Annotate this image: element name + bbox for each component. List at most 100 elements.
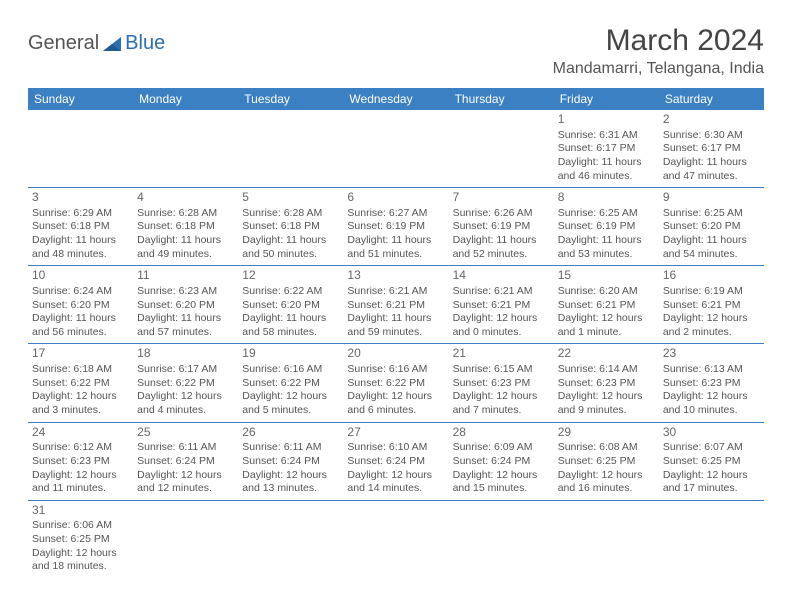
day-cell: 16Sunrise: 6:19 AMSunset: 6:21 PMDayligh… [659,266,764,343]
daylight-line: Daylight: 11 hours and 47 minutes. [663,156,760,183]
week-row: 3Sunrise: 6:29 AMSunset: 6:18 PMDaylight… [28,188,764,266]
daylight-line: Daylight: 11 hours and 49 minutes. [137,234,234,261]
day-number: 10 [32,268,129,284]
day-number: 11 [137,268,234,284]
daylight-line: Daylight: 11 hours and 59 minutes. [347,312,444,339]
day-cell: 11Sunrise: 6:23 AMSunset: 6:20 PMDayligh… [133,266,238,343]
day-number: 8 [558,190,655,206]
sunrise-line: Sunrise: 6:31 AM [558,129,655,143]
day-cell: 18Sunrise: 6:17 AMSunset: 6:22 PMDayligh… [133,344,238,421]
daylight-line: Daylight: 12 hours and 10 minutes. [663,390,760,417]
daylight-line: Daylight: 12 hours and 7 minutes. [453,390,550,417]
day-cell: 10Sunrise: 6:24 AMSunset: 6:20 PMDayligh… [28,266,133,343]
day-number: 29 [558,425,655,441]
day-number: 2 [663,112,760,128]
day-cell [554,501,659,578]
sunset-line: Sunset: 6:21 PM [347,299,444,313]
daylight-line: Daylight: 12 hours and 2 minutes. [663,312,760,339]
day-cell: 31Sunrise: 6:06 AMSunset: 6:25 PMDayligh… [28,501,133,578]
sunset-line: Sunset: 6:24 PM [453,455,550,469]
day-header: Tuesday [238,88,343,110]
daylight-line: Daylight: 11 hours and 56 minutes. [32,312,129,339]
sunrise-line: Sunrise: 6:27 AM [347,207,444,221]
day-number: 12 [242,268,339,284]
daylight-line: Daylight: 12 hours and 4 minutes. [137,390,234,417]
daylight-line: Daylight: 12 hours and 17 minutes. [663,469,760,496]
sunset-line: Sunset: 6:22 PM [347,377,444,391]
daylight-line: Daylight: 11 hours and 50 minutes. [242,234,339,261]
daylight-line: Daylight: 12 hours and 14 minutes. [347,469,444,496]
sunset-line: Sunset: 6:20 PM [242,299,339,313]
daylight-line: Daylight: 12 hours and 9 minutes. [558,390,655,417]
week-row: 31Sunrise: 6:06 AMSunset: 6:25 PMDayligh… [28,501,764,578]
sunset-line: Sunset: 6:25 PM [32,533,129,547]
day-number: 28 [453,425,550,441]
title-block: March 2024 Mandamarri, Telangana, India [553,24,764,78]
sunrise-line: Sunrise: 6:25 AM [558,207,655,221]
day-number: 1 [558,112,655,128]
day-cell: 17Sunrise: 6:18 AMSunset: 6:22 PMDayligh… [28,344,133,421]
sunrise-line: Sunrise: 6:15 AM [453,363,550,377]
daylight-line: Daylight: 12 hours and 1 minute. [558,312,655,339]
day-number: 26 [242,425,339,441]
sunrise-line: Sunrise: 6:28 AM [242,207,339,221]
day-cell: 7Sunrise: 6:26 AMSunset: 6:19 PMDaylight… [449,188,554,265]
sunset-line: Sunset: 6:17 PM [663,142,760,156]
day-number: 25 [137,425,234,441]
sunset-line: Sunset: 6:23 PM [32,455,129,469]
day-cell: 4Sunrise: 6:28 AMSunset: 6:18 PMDaylight… [133,188,238,265]
day-number: 3 [32,190,129,206]
day-cell: 22Sunrise: 6:14 AMSunset: 6:23 PMDayligh… [554,344,659,421]
sunrise-line: Sunrise: 6:11 AM [242,441,339,455]
day-cell: 25Sunrise: 6:11 AMSunset: 6:24 PMDayligh… [133,423,238,500]
day-cell: 9Sunrise: 6:25 AMSunset: 6:20 PMDaylight… [659,188,764,265]
day-header: Sunday [28,88,133,110]
day-header: Thursday [449,88,554,110]
day-number: 16 [663,268,760,284]
month-title: March 2024 [553,24,764,58]
sunset-line: Sunset: 6:21 PM [453,299,550,313]
sunrise-line: Sunrise: 6:24 AM [32,285,129,299]
sunrise-line: Sunrise: 6:23 AM [137,285,234,299]
sunset-line: Sunset: 6:22 PM [242,377,339,391]
daylight-line: Daylight: 12 hours and 12 minutes. [137,469,234,496]
day-cell: 5Sunrise: 6:28 AMSunset: 6:18 PMDaylight… [238,188,343,265]
sunrise-line: Sunrise: 6:26 AM [453,207,550,221]
sunset-line: Sunset: 6:19 PM [453,220,550,234]
logo-text-general: General [28,32,99,55]
day-number: 18 [137,346,234,362]
day-cell: 8Sunrise: 6:25 AMSunset: 6:19 PMDaylight… [554,188,659,265]
daylight-line: Daylight: 12 hours and 13 minutes. [242,469,339,496]
sunrise-line: Sunrise: 6:16 AM [347,363,444,377]
day-number: 5 [242,190,339,206]
day-cell: 15Sunrise: 6:20 AMSunset: 6:21 PMDayligh… [554,266,659,343]
day-number: 13 [347,268,444,284]
day-header-row: SundayMondayTuesdayWednesdayThursdayFrid… [28,88,764,110]
daylight-line: Daylight: 11 hours and 54 minutes. [663,234,760,261]
daylight-line: Daylight: 12 hours and 16 minutes. [558,469,655,496]
day-cell [343,501,448,578]
sunset-line: Sunset: 6:23 PM [558,377,655,391]
daylight-line: Daylight: 12 hours and 5 minutes. [242,390,339,417]
day-number: 19 [242,346,339,362]
daylight-line: Daylight: 12 hours and 18 minutes. [32,547,129,574]
calendar: SundayMondayTuesdayWednesdayThursdayFrid… [28,88,764,578]
sunset-line: Sunset: 6:24 PM [347,455,444,469]
sunset-line: Sunset: 6:18 PM [32,220,129,234]
sunset-line: Sunset: 6:19 PM [558,220,655,234]
sunset-line: Sunset: 6:22 PM [137,377,234,391]
daylight-line: Daylight: 12 hours and 3 minutes. [32,390,129,417]
sunrise-line: Sunrise: 6:22 AM [242,285,339,299]
day-cell: 27Sunrise: 6:10 AMSunset: 6:24 PMDayligh… [343,423,448,500]
daylight-line: Daylight: 12 hours and 0 minutes. [453,312,550,339]
day-cell: 1Sunrise: 6:31 AMSunset: 6:17 PMDaylight… [554,110,659,187]
day-cell: 26Sunrise: 6:11 AMSunset: 6:24 PMDayligh… [238,423,343,500]
sunset-line: Sunset: 6:21 PM [663,299,760,313]
daylight-line: Daylight: 11 hours and 53 minutes. [558,234,655,261]
sunrise-line: Sunrise: 6:08 AM [558,441,655,455]
sunrise-line: Sunrise: 6:18 AM [32,363,129,377]
day-number: 9 [663,190,760,206]
sunrise-line: Sunrise: 6:11 AM [137,441,234,455]
sunrise-line: Sunrise: 6:19 AM [663,285,760,299]
sunrise-line: Sunrise: 6:14 AM [558,363,655,377]
